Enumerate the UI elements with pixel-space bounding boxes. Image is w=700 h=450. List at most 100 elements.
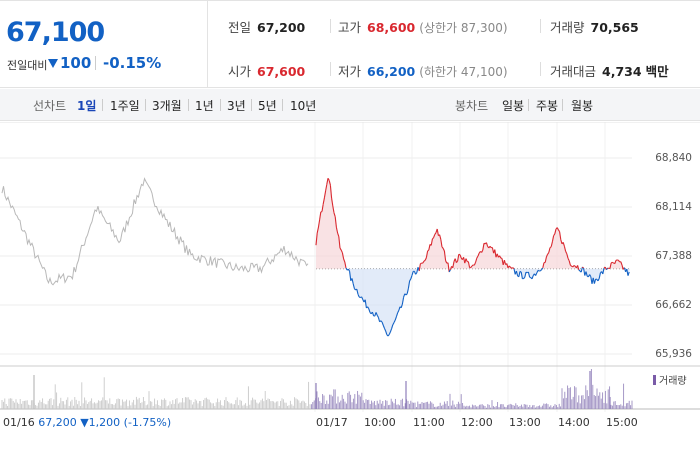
tab-1w[interactable]: 1주일: [110, 99, 140, 113]
lower-limit: (하한가 47,100): [419, 65, 508, 79]
price-line-segment: [388, 331, 391, 335]
price-chart[interactable]: [0, 122, 700, 450]
price-line-segment: [609, 262, 612, 269]
price-line-segment: [321, 204, 324, 212]
amount-unit: 백만: [645, 64, 669, 79]
price-line-segment: [512, 267, 515, 270]
price-line-segment: [482, 243, 485, 251]
time-tick-label: 15:00: [606, 416, 638, 429]
price-line-segment: [518, 271, 521, 277]
down-triangle-icon: [48, 59, 58, 68]
price-line-segment: [566, 253, 569, 259]
volume-legend: 거래량: [653, 372, 687, 387]
price-line-segment: [535, 272, 538, 276]
price-line-segment: [398, 306, 401, 311]
price-line-segment: [333, 212, 336, 217]
prev-day-change: 1,200: [88, 416, 121, 429]
price-line-segment: [430, 238, 433, 246]
price-line-segment: [367, 306, 370, 310]
tab-5y[interactable]: 5년: [258, 99, 277, 113]
price-line-segment: [343, 258, 346, 263]
open-value: 67,600: [257, 64, 306, 79]
tab-daily-candle[interactable]: 일봉: [502, 99, 525, 113]
price-line-segment: [598, 272, 601, 279]
tab-3m[interactable]: 3개월: [152, 99, 182, 113]
price-line-segment: [415, 272, 418, 275]
price-line-segment: [527, 271, 531, 278]
price-line-segment: [323, 190, 327, 198]
volume: 거래량 70,565: [550, 17, 639, 36]
price-line-segment: [327, 177, 330, 181]
tab-1y[interactable]: 1년: [195, 99, 214, 113]
price-line-segment: [361, 296, 364, 300]
prev-day-date: 01/16: [3, 416, 35, 429]
price-line-segment: [409, 278, 412, 282]
price-line-segment: [582, 266, 584, 269]
price-line-segment: [580, 266, 583, 273]
price-line-segment: [481, 249, 484, 253]
quote-panel: 67,100 전일대비 100 -0.15% 전일 67,200 시가 67,600…: [0, 0, 700, 88]
tab-10y[interactable]: 10년: [290, 99, 317, 113]
divider: [95, 56, 96, 70]
price-line-segment: [454, 258, 457, 263]
price-line-segment: [473, 262, 477, 266]
price-line-segment: [375, 312, 378, 316]
time-tick-label: 12:00: [461, 416, 493, 429]
divider: [528, 99, 529, 111]
price-line-segment: [431, 237, 435, 240]
current-price: 67,100: [6, 17, 105, 48]
price-line-segment: [524, 272, 527, 278]
price-line-segment: [331, 198, 334, 207]
tab-weekly-candle[interactable]: 주봉: [536, 99, 559, 113]
price-line-segment: [407, 280, 411, 289]
current-price-box: 67,100 전일대비 100 -0.15%: [0, 1, 208, 88]
price-line-segment: [441, 246, 444, 249]
divider: [562, 99, 563, 111]
amount-value: 4,734: [602, 64, 642, 79]
price-line-segment: [424, 257, 427, 261]
change-label: 전일대비: [7, 59, 48, 72]
tab-3y[interactable]: 3년: [227, 99, 246, 113]
price-line-segment: [570, 264, 572, 267]
price-line-segment: [428, 244, 431, 251]
prev-close-label: 전일: [228, 20, 252, 35]
price-line-segment: [401, 297, 405, 305]
prev-day-close: 67,200: [38, 416, 77, 429]
tab-monthly-candle[interactable]: 월봉: [571, 99, 594, 113]
price-line-segment: [457, 254, 460, 262]
price-line-segment: [531, 275, 534, 280]
price-line-segment: [536, 270, 539, 274]
price-line-segment: [585, 271, 588, 277]
price-line-segment: [380, 320, 383, 323]
price-line-segment: [371, 311, 375, 317]
stats-col-2: 고가 68,600 (상한가 87,300) 저가 66,200 (하한가 47,100…: [330, 1, 540, 88]
price-line-segment: [465, 258, 468, 262]
price-line-segment: [494, 249, 497, 258]
price-line-segment: [339, 247, 342, 251]
price-line-segment: [356, 288, 359, 295]
down-triangle-icon: ▼: [80, 416, 89, 429]
price-line-segment: [316, 227, 319, 234]
price-line-segment: [400, 303, 403, 308]
price-line-segment: [397, 310, 400, 314]
divider: [220, 99, 221, 111]
change-value: 100: [60, 54, 92, 72]
tab-1d[interactable]: 1일: [77, 99, 97, 113]
divider: [330, 62, 331, 76]
price-line-segment: [557, 229, 561, 233]
price-line-segment: [377, 317, 381, 322]
price-tick-label: 65,936: [655, 348, 692, 360]
open-price: 시가 67,600: [228, 61, 305, 80]
price-line-segment: [337, 232, 340, 237]
prev-close: 전일 67,200: [228, 17, 305, 36]
time-tick-label: 01/17: [316, 416, 348, 429]
price-line-segment: [540, 269, 542, 272]
price-line-segment: [597, 278, 600, 282]
price-line-segment: [545, 254, 549, 258]
time-tick-label: 11:00: [413, 416, 445, 429]
price-line-segment: [387, 334, 390, 337]
price-line-segment: [547, 252, 550, 255]
price-line-segment: [436, 228, 439, 236]
price-line-segment: [565, 250, 568, 254]
time-tick-label: 13:00: [509, 416, 541, 429]
